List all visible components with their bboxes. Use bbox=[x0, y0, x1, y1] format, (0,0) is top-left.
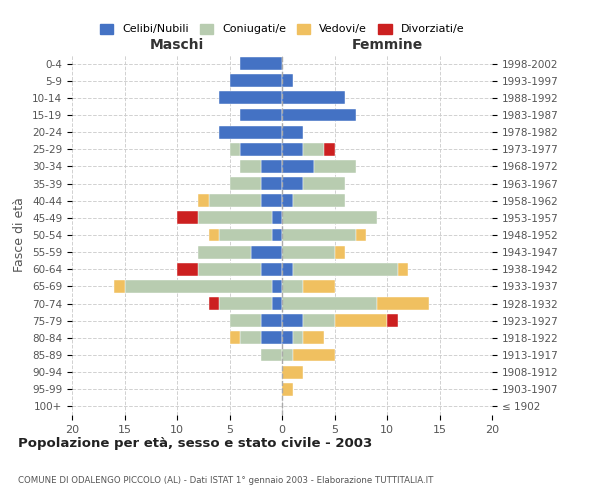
Bar bbox=[282, 246, 335, 258]
Bar bbox=[261, 160, 282, 173]
Bar bbox=[240, 143, 282, 156]
Bar bbox=[282, 143, 303, 156]
Text: Maschi: Maschi bbox=[150, 38, 204, 52]
Bar bbox=[229, 177, 261, 190]
Bar bbox=[282, 160, 314, 173]
Bar bbox=[198, 194, 209, 207]
Bar bbox=[282, 126, 303, 138]
Bar bbox=[177, 212, 198, 224]
Bar bbox=[219, 228, 271, 241]
Bar bbox=[335, 314, 387, 327]
Bar bbox=[282, 194, 293, 207]
Bar bbox=[335, 246, 345, 258]
Bar bbox=[229, 314, 261, 327]
Bar bbox=[282, 348, 293, 362]
Bar bbox=[240, 57, 282, 70]
Bar bbox=[251, 246, 282, 258]
Bar bbox=[293, 332, 303, 344]
Bar bbox=[282, 280, 303, 293]
Bar bbox=[355, 228, 366, 241]
Bar bbox=[282, 74, 293, 87]
Bar bbox=[209, 297, 219, 310]
Bar bbox=[261, 177, 282, 190]
Bar bbox=[261, 332, 282, 344]
Bar bbox=[282, 108, 355, 122]
Bar bbox=[282, 383, 293, 396]
Y-axis label: Fasce di età: Fasce di età bbox=[13, 198, 26, 272]
Bar bbox=[282, 314, 303, 327]
Bar bbox=[219, 92, 282, 104]
Bar bbox=[282, 366, 303, 378]
Bar bbox=[293, 348, 335, 362]
Bar bbox=[282, 332, 293, 344]
Bar bbox=[219, 297, 271, 310]
Bar bbox=[377, 297, 429, 310]
Bar bbox=[261, 314, 282, 327]
Bar bbox=[209, 228, 219, 241]
Bar bbox=[125, 280, 271, 293]
Bar bbox=[271, 280, 282, 293]
Bar bbox=[303, 143, 324, 156]
Bar bbox=[240, 108, 282, 122]
Bar bbox=[271, 212, 282, 224]
Bar bbox=[324, 143, 335, 156]
Bar bbox=[209, 194, 261, 207]
Bar bbox=[293, 263, 398, 276]
Bar bbox=[198, 212, 271, 224]
Bar bbox=[177, 263, 198, 276]
Bar bbox=[261, 194, 282, 207]
Legend: Celibi/Nubili, Coniugati/e, Vedovi/e, Divorziati/e: Celibi/Nubili, Coniugati/e, Vedovi/e, Di… bbox=[95, 19, 469, 39]
Bar bbox=[271, 297, 282, 310]
Text: Popolazione per età, sesso e stato civile - 2003: Popolazione per età, sesso e stato civil… bbox=[18, 437, 372, 450]
Bar bbox=[303, 177, 345, 190]
Bar bbox=[261, 348, 282, 362]
Bar bbox=[282, 92, 345, 104]
Bar bbox=[114, 280, 125, 293]
Bar bbox=[240, 160, 261, 173]
Text: COMUNE DI ODALENGO PICCOLO (AL) - Dati ISTAT 1° gennaio 2003 - Elaborazione TUTT: COMUNE DI ODALENGO PICCOLO (AL) - Dati I… bbox=[18, 476, 433, 485]
Bar bbox=[240, 332, 261, 344]
Bar bbox=[398, 263, 408, 276]
Bar bbox=[303, 332, 324, 344]
Bar bbox=[303, 280, 335, 293]
Bar bbox=[303, 314, 335, 327]
Bar bbox=[282, 177, 303, 190]
Bar bbox=[219, 126, 282, 138]
Bar bbox=[198, 246, 251, 258]
Bar bbox=[282, 263, 293, 276]
Bar bbox=[198, 263, 261, 276]
Bar bbox=[282, 297, 377, 310]
Bar bbox=[229, 332, 240, 344]
Bar bbox=[282, 212, 377, 224]
Bar bbox=[271, 228, 282, 241]
Bar bbox=[282, 228, 355, 241]
Bar bbox=[314, 160, 355, 173]
Bar bbox=[293, 194, 345, 207]
Bar bbox=[229, 143, 240, 156]
Text: Femmine: Femmine bbox=[352, 38, 422, 52]
Bar bbox=[261, 263, 282, 276]
Bar bbox=[387, 314, 398, 327]
Bar bbox=[229, 74, 282, 87]
